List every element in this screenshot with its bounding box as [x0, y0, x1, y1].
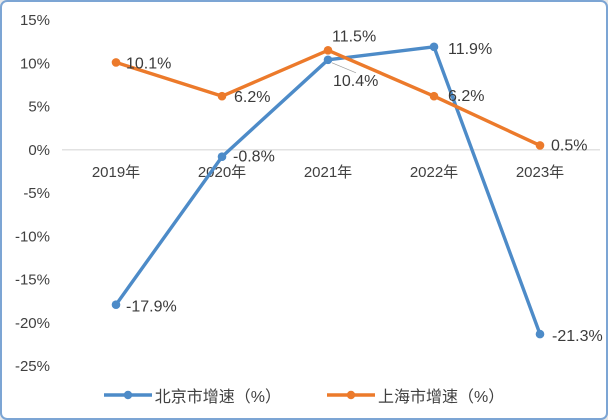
chart-legend: 北京市增速（%） 上海市增速（%） — [2, 381, 606, 409]
legend-marker-shanghai — [327, 390, 375, 400]
y-axis-tick-label: -25% — [15, 358, 50, 375]
legend-marker-beijing — [103, 390, 152, 400]
data-label-beijing-2022年: 11.9% — [448, 41, 492, 58]
y-axis-tick-label: 5% — [28, 99, 50, 116]
label-leader-line — [331, 62, 357, 74]
y-axis-tick-label: -10% — [15, 228, 50, 245]
data-point-shanghai-2019年 — [111, 58, 121, 67]
data-point-beijing-2020年 — [217, 152, 227, 162]
y-axis-tick-label: -5% — [23, 185, 50, 202]
data-point-beijing-2022年 — [429, 42, 439, 52]
x-axis-label: 2023年 — [516, 164, 564, 181]
y-axis-tick-label: -15% — [15, 272, 50, 289]
data-point-shanghai-2022年 — [429, 91, 439, 101]
data-label-shanghai-2021年: 11.5% — [332, 28, 376, 45]
y-axis-tick-label: 10% — [20, 55, 50, 72]
data-point-shanghai-2021年 — [323, 45, 333, 55]
data-point-shanghai-2023年 — [535, 141, 545, 150]
y-axis-tick-label: 15% — [20, 12, 50, 29]
data-label-beijing-2020年: -0.8% — [233, 149, 275, 166]
x-axis-label: 2020年 — [198, 164, 246, 181]
data-label-shanghai-2019年: 10.1% — [126, 55, 171, 72]
data-label-shanghai-2020年: 6.2% — [234, 89, 270, 106]
y-axis-tick-label: -20% — [15, 315, 50, 332]
x-axis-label: 2022年 — [410, 164, 458, 181]
legend-item-shanghai: 上海市增速（%） — [327, 383, 504, 407]
data-label-beijing-2019年: -17.9% — [126, 299, 177, 316]
legend-label-shanghai: 上海市增速（%） — [378, 389, 505, 406]
data-label-shanghai-2023年: 0.5% — [551, 137, 587, 154]
x-axis-label: 2021年 — [304, 164, 352, 181]
data-point-beijing-2021年 — [323, 55, 333, 65]
x-axis-label: 2019年 — [92, 164, 140, 181]
data-label-shanghai-2022年: 6.2% — [448, 88, 484, 105]
legend-item-beijing: 北京市增速（%） — [103, 383, 281, 407]
data-label-beijing-2021年: 10.4% — [333, 73, 378, 90]
data-label-beijing-2023年: -21.3% — [552, 328, 603, 345]
data-point-beijing-2023年 — [535, 329, 545, 339]
data-point-beijing-2019年 — [111, 300, 121, 309]
y-axis-tick-label: 0% — [28, 142, 50, 159]
legend-label-beijing: 北京市增速（%） — [154, 389, 281, 406]
data-point-shanghai-2020年 — [217, 91, 227, 101]
